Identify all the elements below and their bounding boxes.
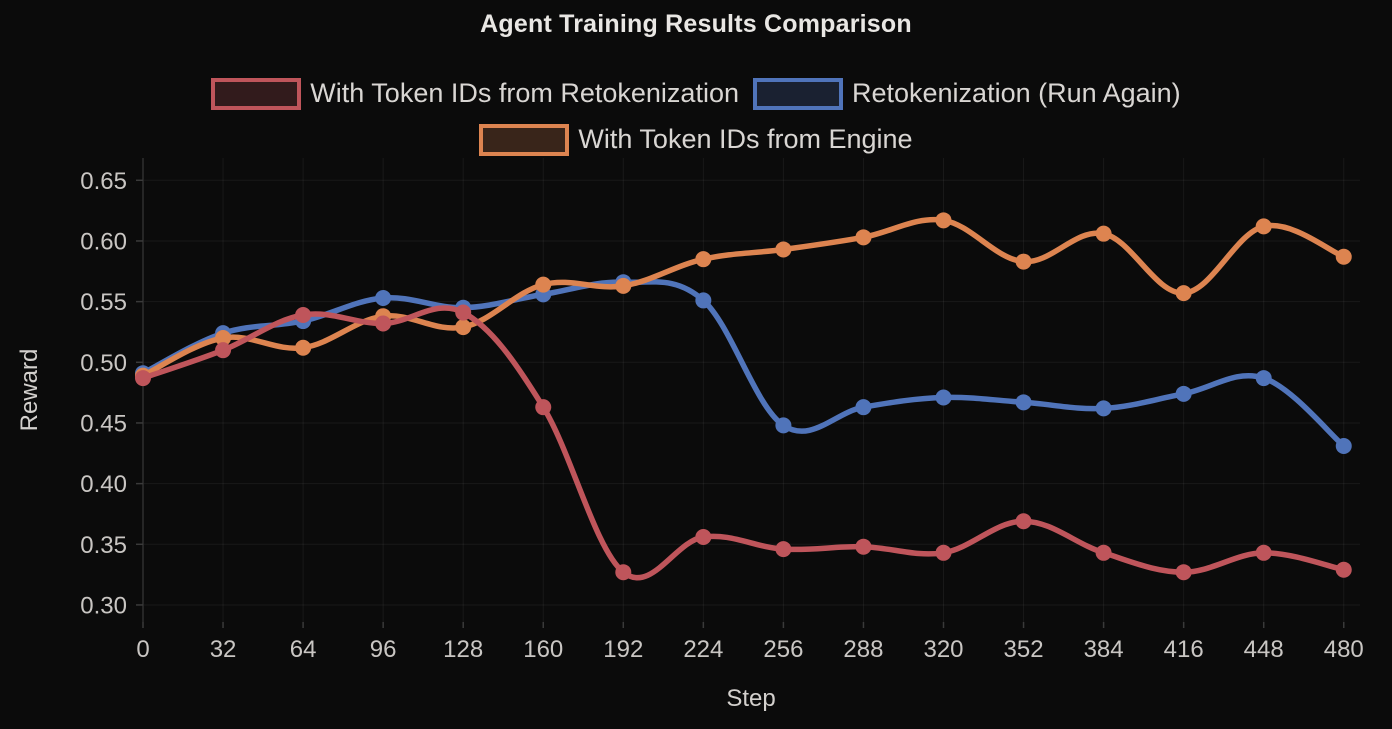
legend-swatch-orange-icon <box>479 124 570 156</box>
x-tick-label: 448 <box>1244 636 1284 663</box>
chart-title: Agent Training Results Comparison <box>480 10 912 38</box>
x-tick-label: 64 <box>290 636 317 663</box>
series-2 <box>135 212 1352 384</box>
x-tick-label: 256 <box>763 636 803 663</box>
y-axis <box>136 158 1345 628</box>
y-tick-label: 0.55 <box>80 289 127 316</box>
legend-item-retokenization-run-again[interactable]: Retokenization (Run Again) <box>752 78 1181 110</box>
x-tick-label: 192 <box>603 636 643 663</box>
series-0 <box>135 304 1352 581</box>
x-tick-label: 96 <box>370 636 397 663</box>
x-tick-label: 0 <box>136 636 149 663</box>
x-tick-label: 416 <box>1164 636 1204 663</box>
legend-item-retokenization-ids[interactable]: With Token IDs from Retokenization <box>211 78 739 110</box>
y-tick-label: 0.35 <box>80 532 127 559</box>
grid-lines <box>142 158 1360 622</box>
legend-label: Retokenization (Run Again) <box>851 78 1181 109</box>
legend-swatch-red-icon <box>211 78 302 110</box>
x-tick-label: 480 <box>1324 636 1364 663</box>
x-tick-label: 352 <box>1004 636 1044 663</box>
legend-row-1: With Token IDs from Retokenization Retok… <box>211 78 1181 110</box>
y-tick-label: 0.40 <box>80 471 127 498</box>
y-tick-label: 0.30 <box>80 592 127 619</box>
legend-swatch-blue-icon <box>752 78 843 110</box>
legend-item-engine-ids[interactable]: With Token IDs from Engine <box>479 124 913 156</box>
x-tick-label: 32 <box>210 636 237 663</box>
x-tick-label: 288 <box>843 636 883 663</box>
x-tick-label: 384 <box>1084 636 1124 663</box>
y-axis-title: Reward <box>16 348 43 432</box>
y-tick-label: 0.65 <box>80 168 127 195</box>
legend-label: With Token IDs from Retokenization <box>310 78 739 109</box>
x-axis-title: Step <box>726 685 776 712</box>
x-tick-label: 160 <box>523 636 563 663</box>
y-tick-label: 0.45 <box>80 410 127 437</box>
chart-legend: With Token IDs from Retokenization Retok… <box>0 78 1392 156</box>
tick-labels: 0.30 0.35 0.40 0.45 0.50 0.55 0.60 0.65 0 32 64 96 1… <box>80 168 1363 663</box>
x-tick-label: 224 <box>683 636 723 663</box>
legend-row-2: With Token IDs from Engine <box>479 124 913 156</box>
y-tick-label: 0.60 <box>80 228 127 255</box>
y-tick-label: 0.50 <box>80 350 127 377</box>
legend-label: With Token IDs from Engine <box>578 124 913 155</box>
x-tick-label: 128 <box>443 636 483 663</box>
x-tick-label: 320 <box>923 636 963 663</box>
